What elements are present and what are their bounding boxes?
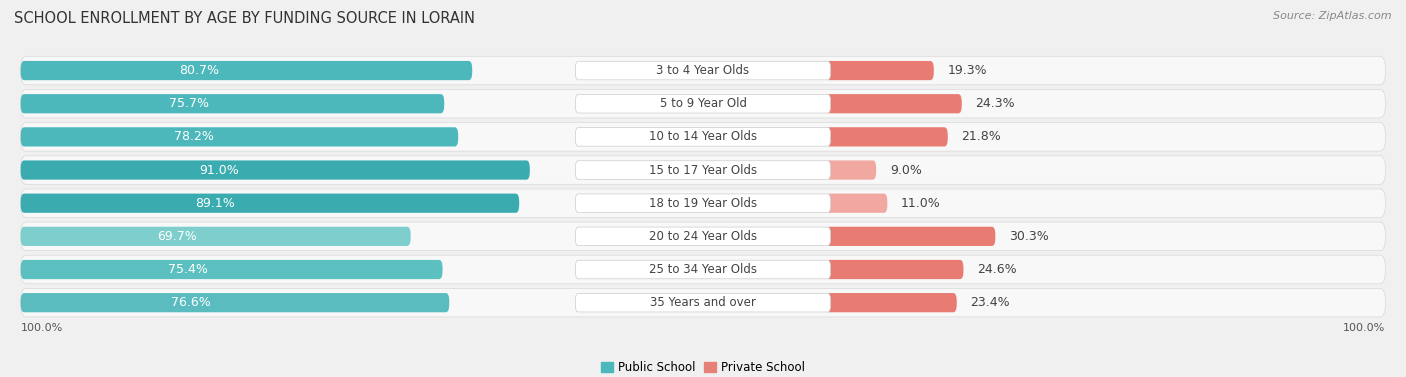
FancyBboxPatch shape [825, 94, 962, 113]
Text: 80.7%: 80.7% [179, 64, 219, 77]
Text: 100.0%: 100.0% [21, 323, 63, 333]
FancyBboxPatch shape [825, 227, 995, 246]
Text: 24.3%: 24.3% [976, 97, 1015, 110]
Text: 3 to 4 Year Olds: 3 to 4 Year Olds [657, 64, 749, 77]
Text: 5 to 9 Year Old: 5 to 9 Year Old [659, 97, 747, 110]
FancyBboxPatch shape [825, 161, 876, 180]
Text: 10 to 14 Year Olds: 10 to 14 Year Olds [650, 130, 756, 143]
FancyBboxPatch shape [21, 89, 1385, 118]
Text: 20 to 24 Year Olds: 20 to 24 Year Olds [650, 230, 756, 243]
Legend: Public School, Private School: Public School, Private School [596, 356, 810, 377]
Text: 9.0%: 9.0% [890, 164, 922, 176]
FancyBboxPatch shape [21, 56, 1385, 85]
FancyBboxPatch shape [575, 61, 831, 80]
Text: 19.3%: 19.3% [948, 64, 987, 77]
FancyBboxPatch shape [21, 227, 411, 246]
Text: 78.2%: 78.2% [174, 130, 214, 143]
Text: SCHOOL ENROLLMENT BY AGE BY FUNDING SOURCE IN LORAIN: SCHOOL ENROLLMENT BY AGE BY FUNDING SOUR… [14, 11, 475, 26]
Text: 25 to 34 Year Olds: 25 to 34 Year Olds [650, 263, 756, 276]
FancyBboxPatch shape [21, 222, 1385, 251]
FancyBboxPatch shape [21, 127, 458, 147]
FancyBboxPatch shape [575, 227, 831, 246]
FancyBboxPatch shape [21, 255, 1385, 284]
FancyBboxPatch shape [575, 127, 831, 146]
Text: 75.4%: 75.4% [169, 263, 208, 276]
Text: 100.0%: 100.0% [1343, 323, 1385, 333]
Text: 21.8%: 21.8% [962, 130, 1001, 143]
FancyBboxPatch shape [825, 61, 934, 80]
FancyBboxPatch shape [21, 156, 1385, 184]
FancyBboxPatch shape [21, 61, 472, 80]
FancyBboxPatch shape [575, 161, 831, 179]
FancyBboxPatch shape [21, 189, 1385, 218]
FancyBboxPatch shape [21, 293, 450, 312]
Text: 11.0%: 11.0% [901, 197, 941, 210]
Text: 23.4%: 23.4% [970, 296, 1010, 309]
Text: 24.6%: 24.6% [977, 263, 1017, 276]
Text: 75.7%: 75.7% [169, 97, 209, 110]
Text: 35 Years and over: 35 Years and over [650, 296, 756, 309]
FancyBboxPatch shape [825, 193, 887, 213]
FancyBboxPatch shape [575, 94, 831, 113]
FancyBboxPatch shape [21, 193, 519, 213]
Text: 91.0%: 91.0% [198, 164, 239, 176]
Text: 76.6%: 76.6% [170, 296, 211, 309]
FancyBboxPatch shape [575, 260, 831, 279]
Text: Source: ZipAtlas.com: Source: ZipAtlas.com [1274, 11, 1392, 21]
FancyBboxPatch shape [21, 288, 1385, 317]
Text: 18 to 19 Year Olds: 18 to 19 Year Olds [650, 197, 756, 210]
FancyBboxPatch shape [21, 123, 1385, 151]
FancyBboxPatch shape [21, 161, 530, 180]
FancyBboxPatch shape [21, 94, 444, 113]
FancyBboxPatch shape [825, 127, 948, 147]
FancyBboxPatch shape [21, 260, 443, 279]
FancyBboxPatch shape [575, 293, 831, 312]
FancyBboxPatch shape [825, 260, 963, 279]
FancyBboxPatch shape [825, 293, 956, 312]
Text: 69.7%: 69.7% [157, 230, 197, 243]
FancyBboxPatch shape [575, 194, 831, 213]
Text: 30.3%: 30.3% [1010, 230, 1049, 243]
Text: 15 to 17 Year Olds: 15 to 17 Year Olds [650, 164, 756, 176]
Text: 89.1%: 89.1% [195, 197, 235, 210]
